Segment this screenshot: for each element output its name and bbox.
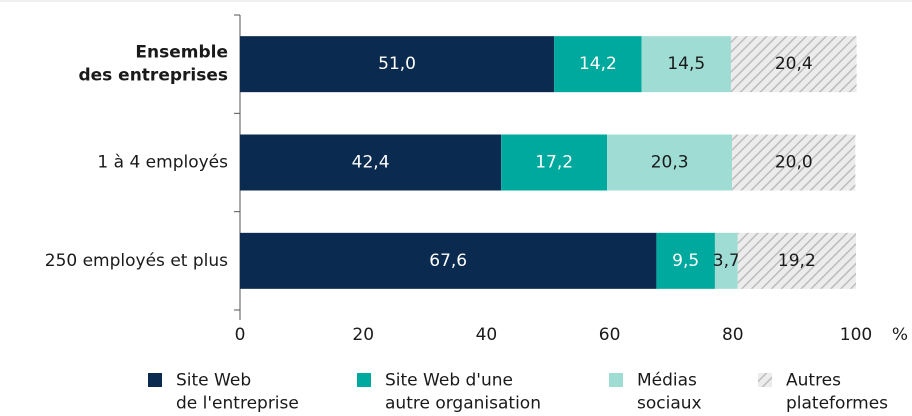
bar-segment — [554, 36, 642, 93]
x-unit: % — [892, 325, 908, 345]
x-tick-label: 60 — [599, 325, 621, 345]
value-label: 20,0 — [775, 153, 813, 173]
value-label: 20,3 — [651, 153, 689, 173]
legend-swatch — [609, 373, 623, 387]
bar-segment — [240, 36, 555, 93]
x-tick-label: 100 — [840, 325, 872, 345]
legend-label: Autres plateformes — [786, 371, 888, 414]
legend-label: Site Web d'une autre organisation — [385, 371, 541, 414]
bar-segment — [641, 36, 731, 93]
value-label: 51,0 — [378, 54, 416, 74]
value-label: 3,7 — [713, 251, 740, 271]
legend-label: Site Web de l'entreprise — [176, 371, 299, 414]
value-label: 42,4 — [352, 153, 390, 173]
x-tick-label: 20 — [352, 325, 374, 345]
value-label: 19,2 — [778, 251, 816, 271]
y-tick-label: 250 employés et plus — [45, 251, 228, 271]
bar-segment — [240, 134, 502, 191]
legend-swatch — [148, 373, 162, 387]
bar-segment — [714, 232, 738, 289]
x-tick-label: 80 — [722, 325, 744, 345]
bar-segment — [732, 134, 856, 191]
value-label: 67,6 — [429, 251, 467, 271]
y-tick-label: Ensemble des entreprises — [78, 43, 228, 86]
value-label: 17,2 — [535, 153, 573, 173]
x-tick-label: 40 — [476, 325, 498, 345]
bar-segment — [656, 232, 715, 289]
bar-segment — [607, 134, 733, 191]
legend-label: Médias sociaux — [637, 371, 702, 414]
bar-segment — [240, 232, 657, 289]
bar-segment — [730, 36, 857, 93]
y-tick-label: 1 à 4 employés — [97, 153, 228, 173]
value-label: 20,4 — [775, 54, 813, 74]
bar-segment — [737, 232, 856, 289]
value-label: 14,2 — [579, 54, 617, 74]
legend-swatch — [758, 373, 772, 387]
bar-segment — [501, 134, 608, 191]
legend-swatch — [357, 373, 371, 387]
value-label: 9,5 — [672, 251, 699, 271]
x-tick-label: 0 — [235, 325, 246, 345]
value-label: 14,5 — [667, 54, 705, 74]
